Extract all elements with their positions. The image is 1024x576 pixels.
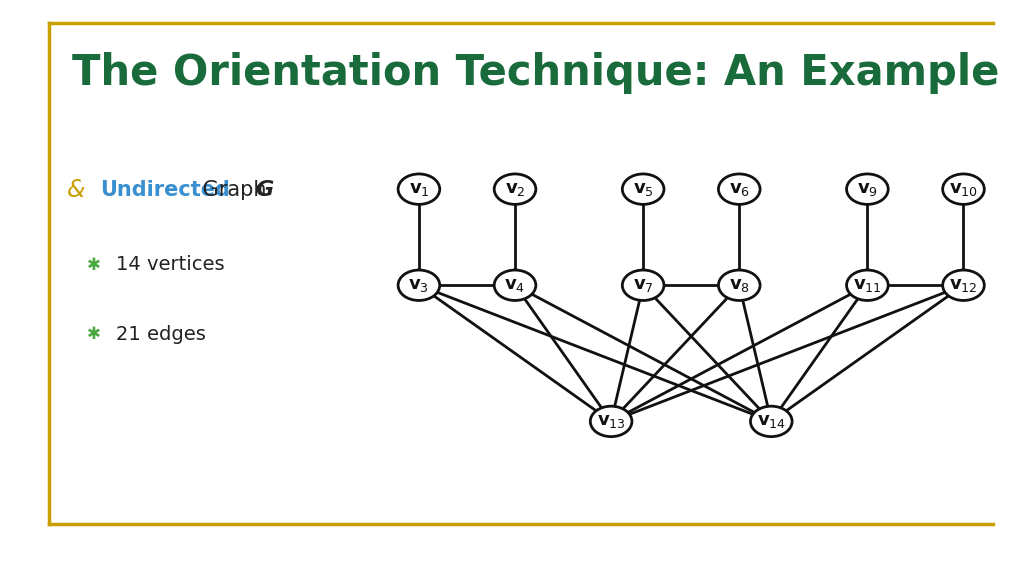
Text: $\mathregular{v}_{3}$: $\mathregular{v}_{3}$ xyxy=(409,276,429,294)
Text: $\mathregular{v}_{7}$: $\mathregular{v}_{7}$ xyxy=(633,276,653,294)
Text: $\mathregular{v}_{5}$: $\mathregular{v}_{5}$ xyxy=(633,180,653,198)
Ellipse shape xyxy=(719,270,760,301)
Text: $\mathregular{v}_{6}$: $\mathregular{v}_{6}$ xyxy=(729,180,750,198)
Ellipse shape xyxy=(847,270,888,301)
Text: $\mathregular{v}_{2}$: $\mathregular{v}_{2}$ xyxy=(505,180,525,198)
Text: G: G xyxy=(255,180,273,200)
Text: $\mathregular{v}_{12}$: $\mathregular{v}_{12}$ xyxy=(949,276,978,294)
Text: Graph: Graph xyxy=(196,180,272,200)
Ellipse shape xyxy=(719,174,760,204)
Text: $\mathregular{v}_{13}$: $\mathregular{v}_{13}$ xyxy=(597,412,626,430)
Text: ✱: ✱ xyxy=(87,325,101,343)
Text: $\mathregular{v}_{11}$: $\mathregular{v}_{11}$ xyxy=(853,276,882,294)
Text: $\mathregular{v}_{10}$: $\mathregular{v}_{10}$ xyxy=(949,180,978,198)
Ellipse shape xyxy=(590,406,632,437)
Text: $\mathregular{v}_{1}$: $\mathregular{v}_{1}$ xyxy=(409,180,429,198)
Text: $\mathregular{v}_{8}$: $\mathregular{v}_{8}$ xyxy=(729,276,750,294)
Ellipse shape xyxy=(623,174,664,204)
Text: ✱: ✱ xyxy=(87,256,101,274)
Ellipse shape xyxy=(495,174,536,204)
Text: $\mathregular{v}_{4}$: $\mathregular{v}_{4}$ xyxy=(505,276,525,294)
Text: $\mathregular{v}_{14}$: $\mathregular{v}_{14}$ xyxy=(757,412,785,430)
Text: 21 edges: 21 edges xyxy=(116,325,206,343)
Ellipse shape xyxy=(751,406,793,437)
Text: &: & xyxy=(67,178,85,202)
Text: $\mathregular{v}_{9}$: $\mathregular{v}_{9}$ xyxy=(857,180,878,198)
Text: 14 vertices: 14 vertices xyxy=(116,256,224,274)
Text: The Orientation Technique: An Example: The Orientation Technique: An Example xyxy=(72,52,999,94)
Ellipse shape xyxy=(847,174,888,204)
Ellipse shape xyxy=(398,270,439,301)
Ellipse shape xyxy=(495,270,536,301)
Ellipse shape xyxy=(943,174,984,204)
Ellipse shape xyxy=(623,270,664,301)
Ellipse shape xyxy=(398,174,439,204)
Ellipse shape xyxy=(943,270,984,301)
Text: Undirected: Undirected xyxy=(100,180,230,200)
